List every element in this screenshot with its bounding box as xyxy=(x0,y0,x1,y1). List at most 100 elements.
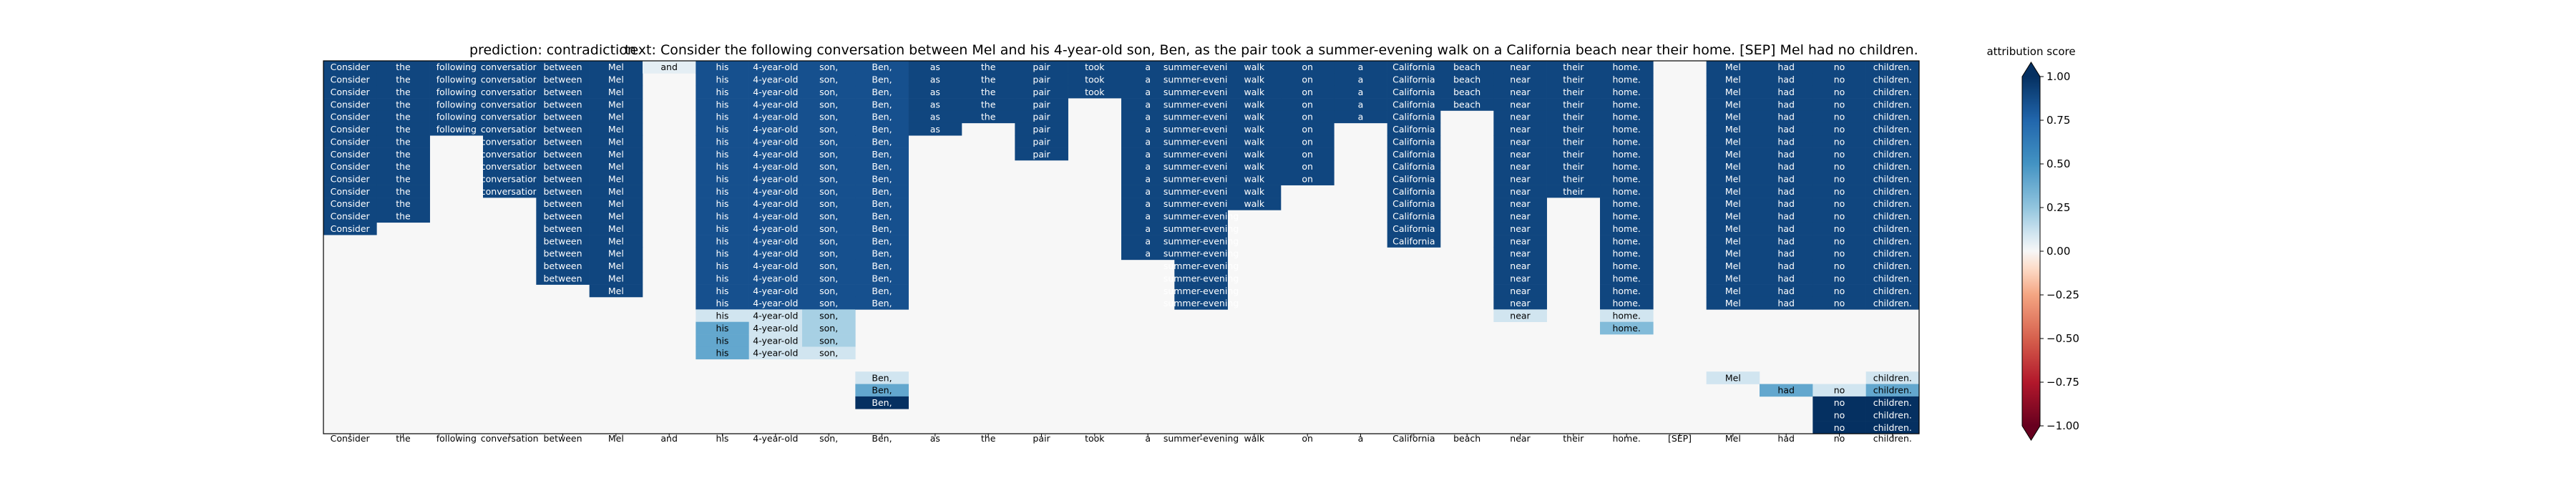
heatmap-cell-label: had xyxy=(1777,74,1795,85)
heatmap-cell-label: walk xyxy=(1244,161,1265,172)
heatmap-cell xyxy=(1706,185,1760,198)
heatmap-cell xyxy=(1281,122,1335,136)
heatmap-cell xyxy=(1281,85,1335,99)
heatmap-cell xyxy=(1760,172,1813,185)
heatmap-cell-label: Mel xyxy=(1725,112,1741,122)
heatmap-cell-label: no xyxy=(1834,273,1845,283)
heatmap-cell xyxy=(696,247,749,261)
heatmap-cell xyxy=(1865,61,1920,74)
heatmap-cell-label: their xyxy=(1563,124,1584,135)
heatmap-cell-label: on xyxy=(1302,173,1313,184)
heatmap-cell-label: a xyxy=(1145,99,1151,110)
heatmap-cell-label: Consider xyxy=(331,211,371,222)
heatmap-cell xyxy=(1493,198,1547,210)
heatmap-cell xyxy=(1813,73,1866,87)
heatmap-cell xyxy=(802,309,856,322)
colorbar-tick-label: −0.75 xyxy=(2046,376,2079,389)
heatmap-cell-label: California xyxy=(1392,186,1435,197)
heatmap-cell xyxy=(483,122,537,136)
heatmap-cell xyxy=(1174,284,1228,298)
heatmap-cell xyxy=(536,61,590,74)
heatmap-cell-label: had xyxy=(1777,235,1795,246)
heatmap-cell xyxy=(748,198,803,210)
heatmap-cell-label: children. xyxy=(1873,136,1912,147)
heatmap-cell xyxy=(1813,259,1866,273)
heatmap-cell-label: summer-evening xyxy=(1163,186,1239,197)
heatmap-cell-label: near xyxy=(1510,186,1531,197)
heatmap-cell xyxy=(1387,172,1441,185)
heatmap-cell-label: 4-year-old xyxy=(753,298,798,308)
heatmap-cell-label: following xyxy=(436,74,477,85)
colorbar-tick-label: 0.25 xyxy=(2046,201,2070,214)
heatmap-cell xyxy=(429,85,484,99)
heatmap-cell xyxy=(696,259,749,273)
heatmap-cell-label: Consider xyxy=(331,62,371,72)
colorbar-tick-label: 0.50 xyxy=(2046,157,2070,170)
colorbar-extend-bottom xyxy=(2022,426,2040,440)
x-tick-label: the xyxy=(981,433,996,444)
x-tick-label: his xyxy=(716,433,729,444)
heatmap-cell xyxy=(1387,160,1441,173)
heatmap-cell xyxy=(1706,296,1760,310)
colorbar-extend-top xyxy=(2022,62,2040,77)
heatmap-cell xyxy=(802,296,856,310)
heatmap-cell xyxy=(1600,235,1654,248)
heatmap-cell xyxy=(1440,73,1494,87)
x-tick-label: Consider xyxy=(331,433,371,444)
heatmap-cell-label: Mel xyxy=(1725,186,1741,197)
heatmap-cell-label: no xyxy=(1834,422,1845,433)
heatmap-cell-label: had xyxy=(1777,136,1795,147)
heatmap-cell-label: son, xyxy=(819,149,838,160)
heatmap-cell-label: 4-year-old xyxy=(753,149,798,160)
heatmap-cell-label: Mel xyxy=(1725,136,1741,147)
heatmap-cell-label: a xyxy=(1145,173,1151,184)
heatmap-cell xyxy=(589,147,643,161)
heatmap-cell xyxy=(1174,61,1228,74)
heatmap-cell-label: their xyxy=(1563,87,1584,97)
heatmap-cell xyxy=(589,122,643,136)
heatmap-cell-label: had xyxy=(1777,385,1795,396)
x-tick-label: home. xyxy=(1612,433,1640,444)
heatmap-cell xyxy=(1760,259,1813,273)
heatmap-cell xyxy=(1334,110,1387,124)
heatmap-cell xyxy=(1387,122,1441,136)
heatmap-cell xyxy=(1227,61,1282,74)
heatmap-cell-label: beach xyxy=(1453,99,1480,110)
heatmap-cell-label: home. xyxy=(1612,62,1640,72)
heatmap-cell xyxy=(536,122,590,136)
heatmap-cell-label: conversation xyxy=(481,124,539,135)
heatmap-cell xyxy=(1121,61,1175,74)
heatmap-cell-label: children. xyxy=(1873,248,1912,259)
heatmap-cell xyxy=(855,85,909,99)
heatmap-cell xyxy=(855,110,909,124)
heatmap-cell-label: on xyxy=(1302,99,1313,110)
heatmap-cell xyxy=(1546,61,1601,74)
heatmap-cell-label: California xyxy=(1392,211,1435,222)
heatmap-cell-label: near xyxy=(1510,161,1531,172)
heatmap-cell-label: children. xyxy=(1873,211,1912,222)
heatmap-cell xyxy=(483,135,537,148)
heatmap-cell xyxy=(1813,210,1866,223)
heatmap-cell xyxy=(908,110,962,124)
heatmap-cell xyxy=(1493,135,1547,148)
heatmap-cell xyxy=(748,122,803,136)
heatmap-cell xyxy=(696,122,749,136)
heatmap-cell xyxy=(748,135,803,148)
heatmap-cell xyxy=(1227,147,1282,161)
heatmap-cell-label: on xyxy=(1302,124,1313,135)
heatmap-cell-label: son, xyxy=(819,298,838,308)
heatmap-cell-label: had xyxy=(1777,286,1795,296)
heatmap-cell xyxy=(696,110,749,124)
heatmap-cell-label: Ben, xyxy=(872,248,892,259)
heatmap-cell-label: son, xyxy=(819,335,838,346)
heatmap-cell-label: no xyxy=(1834,161,1845,172)
heatmap-cell-label: Mel xyxy=(608,112,624,122)
heatmap-cell-label: son, xyxy=(819,311,838,321)
heatmap-cell-label: son, xyxy=(819,74,838,85)
heatmap-cell xyxy=(1865,147,1920,161)
heatmap-cell-label: Mel xyxy=(1725,298,1741,308)
heatmap-cell-label: the xyxy=(396,62,411,72)
heatmap-cell-label: Ben, xyxy=(872,161,892,172)
heatmap-cell-label: Ben, xyxy=(872,186,892,197)
heatmap-cell xyxy=(855,73,909,87)
